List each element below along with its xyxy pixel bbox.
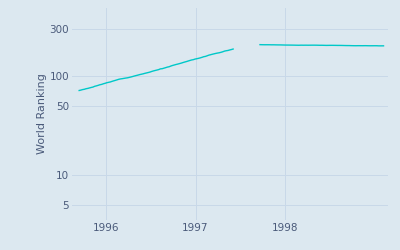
Y-axis label: World Ranking: World Ranking bbox=[37, 73, 47, 154]
